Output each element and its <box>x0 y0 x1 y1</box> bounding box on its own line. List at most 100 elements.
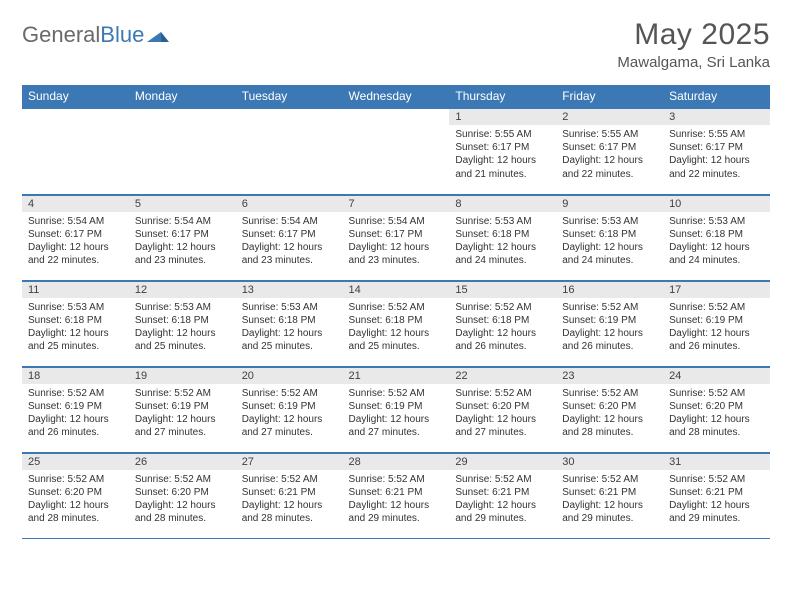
calendar-cell: 10Sunrise: 5:53 AMSunset: 6:18 PMDayligh… <box>663 194 770 280</box>
daylight-line: Daylight: 12 hours and 27 minutes. <box>135 414 216 438</box>
calendar-week-row: 18Sunrise: 5:52 AMSunset: 6:19 PMDayligh… <box>22 366 770 452</box>
day-number: 13 <box>236 281 343 298</box>
day-number: 31 <box>663 453 770 470</box>
day-details: Sunrise: 5:52 AMSunset: 6:21 PMDaylight:… <box>663 470 770 530</box>
day-header: Tuesday <box>236 85 343 108</box>
sunset-line: Sunset: 6:21 PM <box>349 487 423 498</box>
daylight-line: Daylight: 12 hours and 24 minutes. <box>455 242 536 266</box>
day-details: Sunrise: 5:52 AMSunset: 6:20 PMDaylight:… <box>556 384 663 444</box>
sunset-line: Sunset: 6:17 PM <box>455 142 529 153</box>
calendar-cell: 12Sunrise: 5:53 AMSunset: 6:18 PMDayligh… <box>129 280 236 366</box>
calendar-cell: 20Sunrise: 5:52 AMSunset: 6:19 PMDayligh… <box>236 366 343 452</box>
sunrise-line: Sunrise: 5:52 AM <box>455 474 531 485</box>
daylight-line: Daylight: 12 hours and 26 minutes. <box>28 414 109 438</box>
sunrise-line: Sunrise: 5:53 AM <box>242 302 318 313</box>
day-number: 8 <box>449 195 556 212</box>
calendar-week-row: 4Sunrise: 5:54 AMSunset: 6:17 PMDaylight… <box>22 194 770 280</box>
sunrise-line: Sunrise: 5:52 AM <box>242 388 318 399</box>
calendar-cell: 19Sunrise: 5:52 AMSunset: 6:19 PMDayligh… <box>129 366 236 452</box>
day-number: 15 <box>449 281 556 298</box>
calendar-cell: 23Sunrise: 5:52 AMSunset: 6:20 PMDayligh… <box>556 366 663 452</box>
daylight-line: Daylight: 12 hours and 26 minutes. <box>562 328 643 352</box>
sunset-line: Sunset: 6:18 PM <box>28 315 102 326</box>
sunset-line: Sunset: 6:20 PM <box>455 401 529 412</box>
logo-text-blue: Blue <box>100 22 144 48</box>
day-details: Sunrise: 5:52 AM Sunset: 6:20 PM Daylight:… <box>22 470 129 530</box>
day-details: Sunrise: 5:54 AMSunset: 6:17 PMDaylight:… <box>236 212 343 272</box>
daylight-line: Daylight: 12 hours and 23 minutes. <box>242 242 323 266</box>
sunrise-line: Sunrise: 5:52 AM <box>28 474 104 485</box>
daylight-line: Daylight: 12 hours and 29 minutes. <box>669 500 750 524</box>
day-details: Sunrise: 5:52 AMSunset: 6:18 PMDaylight:… <box>449 298 556 358</box>
calendar-cell: 29Sunrise: 5:52 AMSunset: 6:21 PMDayligh… <box>449 452 556 538</box>
sunrise-line: Sunrise: 5:52 AM <box>669 388 745 399</box>
day-header: Friday <box>556 85 663 108</box>
sunrise-line: Sunrise: 5:52 AM <box>455 302 531 313</box>
day-number: 25 <box>22 453 129 470</box>
daylight-line: Daylight: 12 hours and 28 minutes. <box>562 414 643 438</box>
sunrise-line: Sunrise: 5:53 AM <box>28 302 104 313</box>
logo-mark-icon <box>147 22 169 48</box>
calendar-cell: 31Sunrise: 5:52 AMSunset: 6:21 PMDayligh… <box>663 452 770 538</box>
daylight-line: Daylight: 12 hours and 28 minutes. <box>135 500 216 524</box>
sunset-line: Sunset: 6:21 PM <box>242 487 316 498</box>
calendar-week-row: 25 Sunrise: 5:52 AM Sunset: 6:20 PM Dayligh… <box>22 452 770 538</box>
day-header: Wednesday <box>343 85 450 108</box>
sunset-line: Sunset: 6:18 PM <box>455 229 529 240</box>
day-number: 30 <box>556 453 663 470</box>
day-number: 2 <box>556 108 663 125</box>
daylight-line: Daylight: 12 hours and 26 minutes. <box>669 328 750 352</box>
sunset-line: Sunset: 6:17 PM <box>135 229 209 240</box>
daylight-line: Daylight: 12 hours and 23 minutes. <box>349 242 430 266</box>
month-title: May 2025 <box>617 18 770 52</box>
day-number: 29 <box>449 453 556 470</box>
daylight-line: Daylight: 12 hours and 28 minutes. <box>669 414 750 438</box>
day-details: Sunrise: 5:52 AMSunset: 6:20 PMDaylight:… <box>663 384 770 444</box>
sunset-line: Sunset: 6:20 PM <box>28 487 102 498</box>
sunrise-line: Sunrise: 5:53 AM <box>562 216 638 227</box>
sunrise-line: Sunrise: 5:53 AM <box>135 302 211 313</box>
day-details: Sunrise: 5:52 AMSunset: 6:21 PMDaylight:… <box>236 470 343 530</box>
day-details: Sunrise: 5:55 AMSunset: 6:17 PMDaylight:… <box>556 125 663 185</box>
sunset-line: Sunset: 6:17 PM <box>242 229 316 240</box>
daylight-line: Daylight: 12 hours and 26 minutes. <box>455 328 536 352</box>
day-number: 26 <box>129 453 236 470</box>
day-details: Sunrise: 5:53 AMSunset: 6:18 PMDaylight:… <box>663 212 770 272</box>
calendar-cell: 22Sunrise: 5:52 AMSunset: 6:20 PMDayligh… <box>449 366 556 452</box>
logo-text-general: General <box>22 22 100 48</box>
sunrise-line: Sunrise: 5:52 AM <box>242 474 318 485</box>
calendar-cell <box>343 108 450 194</box>
daylight-line: Daylight: 12 hours and 28 minutes. <box>28 500 109 524</box>
daylight-line: Daylight: 12 hours and 27 minutes. <box>455 414 536 438</box>
day-details: Sunrise: 5:52 AMSunset: 6:19 PMDaylight:… <box>22 384 129 444</box>
day-number: 12 <box>129 281 236 298</box>
day-number: 6 <box>236 195 343 212</box>
location: Mawalgama, Sri Lanka <box>617 54 770 71</box>
sunrise-line: Sunrise: 5:52 AM <box>562 474 638 485</box>
calendar-cell: 27Sunrise: 5:52 AMSunset: 6:21 PMDayligh… <box>236 452 343 538</box>
calendar-cell <box>236 108 343 194</box>
sunrise-line: Sunrise: 5:52 AM <box>669 474 745 485</box>
calendar-cell: 1Sunrise: 5:55 AMSunset: 6:17 PMDaylight… <box>449 108 556 194</box>
calendar-cell: 15Sunrise: 5:52 AMSunset: 6:18 PMDayligh… <box>449 280 556 366</box>
daylight-line: Daylight: 12 hours and 27 minutes. <box>242 414 323 438</box>
daylight-line: Daylight: 12 hours and 24 minutes. <box>562 242 643 266</box>
calendar-cell: 13Sunrise: 5:53 AMSunset: 6:18 PMDayligh… <box>236 280 343 366</box>
day-header: Monday <box>129 85 236 108</box>
calendar-week-row: 11Sunrise: 5:53 AMSunset: 6:18 PMDayligh… <box>22 280 770 366</box>
calendar-cell <box>22 108 129 194</box>
daylight-line: Daylight: 12 hours and 25 minutes. <box>242 328 323 352</box>
day-number: 16 <box>556 281 663 298</box>
day-number: 1 <box>449 108 556 125</box>
daylight-line: Daylight: 12 hours and 29 minutes. <box>455 500 536 524</box>
sunrise-line: Sunrise: 5:52 AM <box>562 302 638 313</box>
day-details: Sunrise: 5:52 AMSunset: 6:18 PMDaylight:… <box>343 298 450 358</box>
day-number: 19 <box>129 367 236 384</box>
sunset-line: Sunset: 6:18 PM <box>349 315 423 326</box>
calendar-cell: 17Sunrise: 5:52 AMSunset: 6:19 PMDayligh… <box>663 280 770 366</box>
day-number: 5 <box>129 195 236 212</box>
day-number-empty <box>236 108 343 125</box>
day-number: 27 <box>236 453 343 470</box>
day-details: Sunrise: 5:52 AMSunset: 6:21 PMDaylight:… <box>343 470 450 530</box>
sunrise-line: Sunrise: 5:52 AM <box>135 474 211 485</box>
